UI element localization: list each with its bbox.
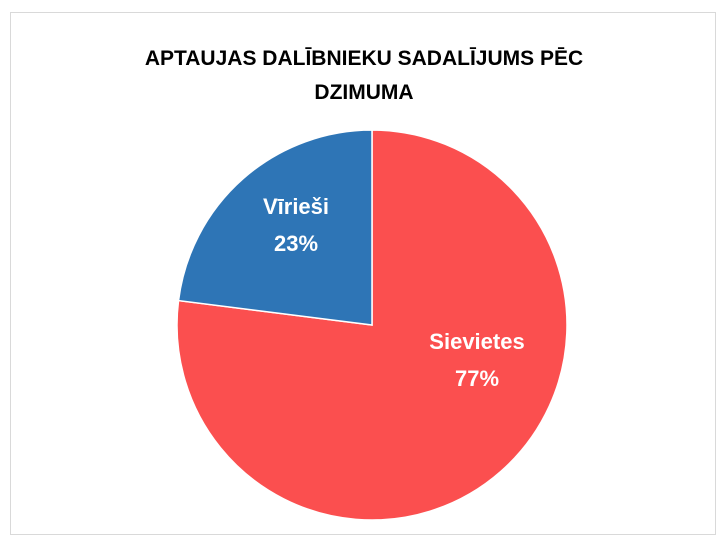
slice-category-label: Sievietes [429, 329, 524, 354]
slice-value-label: 23% [274, 231, 318, 256]
slice-category-label: Vīrieši [263, 194, 329, 219]
chart-title: APTAUJAS DALĪBNIEKU SADALĪJUMS PĒC DZIMU… [144, 47, 584, 104]
pie-slice [176, 129, 568, 521]
slice-value-label: 77% [455, 366, 499, 391]
chart-frame [10, 12, 716, 535]
pie-slice [177, 129, 373, 326]
